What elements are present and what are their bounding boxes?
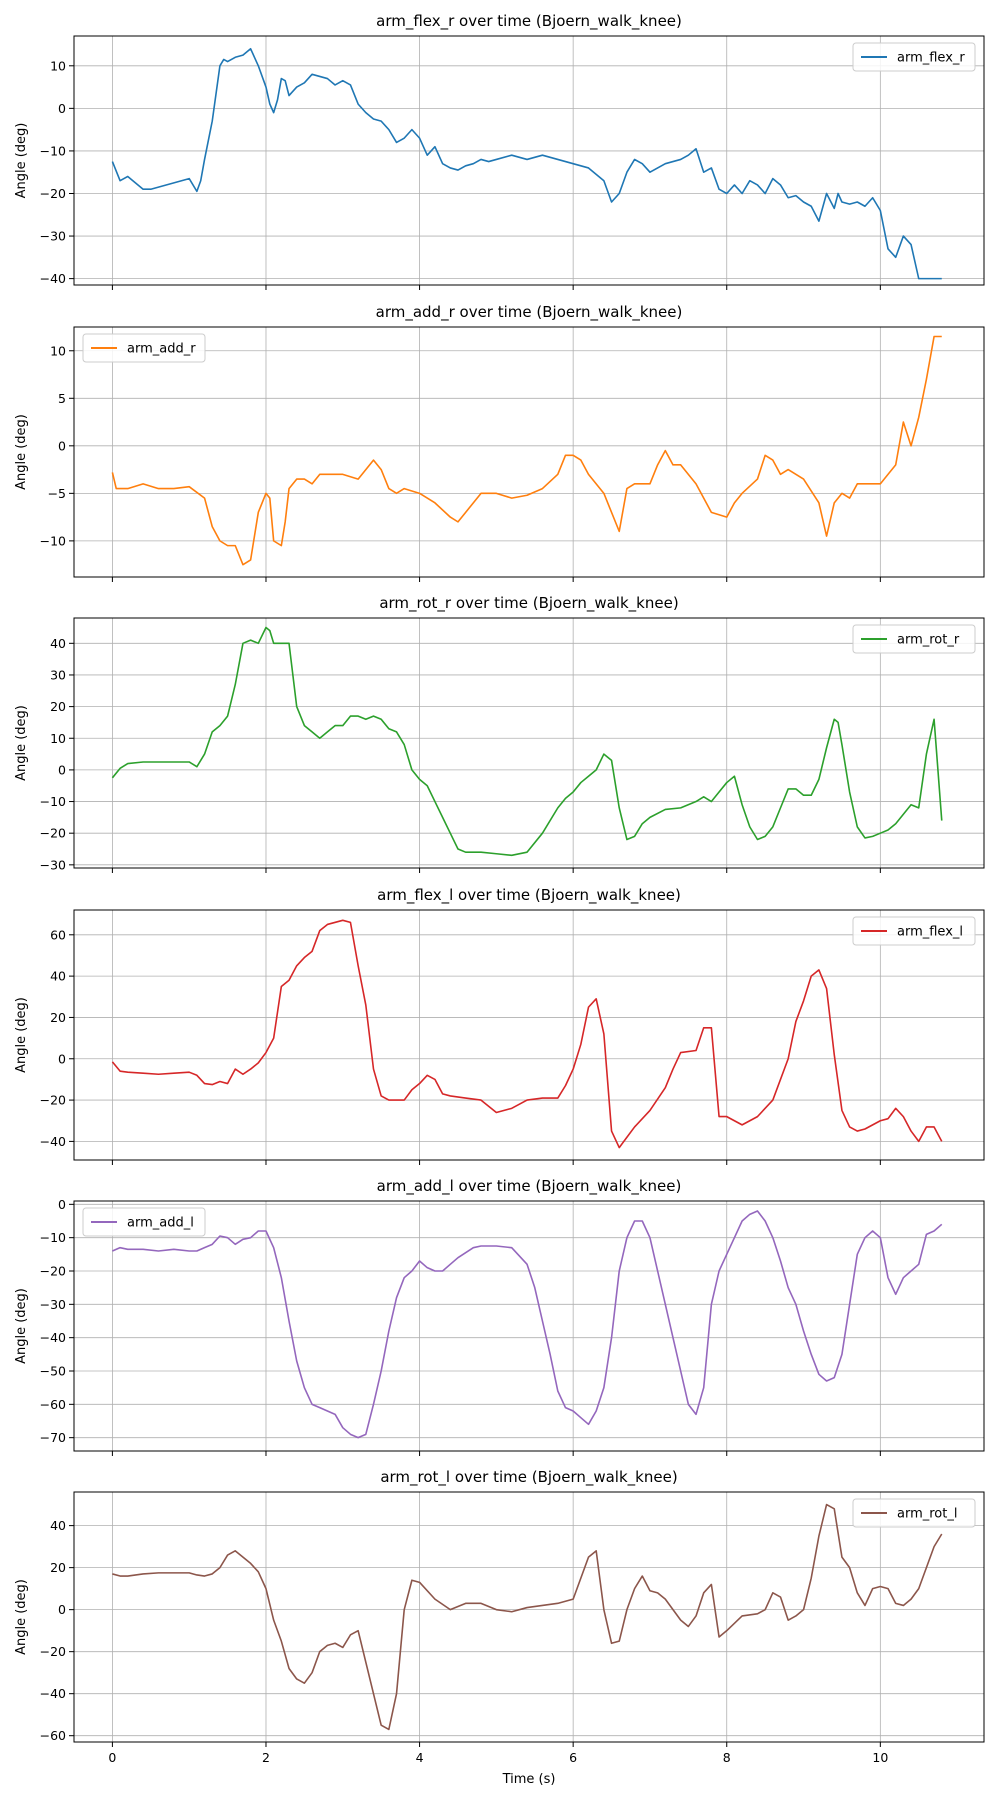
legend-box xyxy=(852,42,976,72)
y-axis-label: Angle (deg) xyxy=(14,705,29,781)
y-tick-label: −10 xyxy=(40,143,66,158)
legend: arm_rot_l xyxy=(852,1498,976,1528)
y-tick-label: 20 xyxy=(50,1560,66,1575)
y-tick-label: 60 xyxy=(50,927,66,942)
y-tick-label: −10 xyxy=(40,1230,66,1245)
series-line-arm_add_l xyxy=(112,1210,943,1439)
legend-box xyxy=(852,624,976,654)
y-tick-label: 20 xyxy=(50,1010,66,1025)
axes-frame xyxy=(73,1491,985,1743)
subplot-4: −40 −20 0 20 40 60 arm_flex_l over time (Bjoer… xyxy=(14,886,985,1165)
legend: arm_flex_r xyxy=(852,42,976,72)
subplot-2: −10 −5 0 5 10 arm_add_r over time (Bjoern_wal… xyxy=(14,303,985,582)
chart-title: arm_add_l over time (Bjoern_walk_knee) xyxy=(377,1177,682,1196)
axes-frame xyxy=(73,35,985,286)
y-tick-label: 0 xyxy=(58,101,66,116)
y-tick-label: 40 xyxy=(50,969,66,984)
legend-box xyxy=(82,333,206,363)
y-axis-label: Angle (deg) xyxy=(14,414,29,490)
y-tick-label: 30 xyxy=(50,667,66,682)
subplot-5: −70 −60 −50 −40 −30 −20 −10 0 arm_add_l over tim… xyxy=(14,1177,985,1456)
legend: arm_add_r xyxy=(82,333,206,363)
y-tick-label: 0 xyxy=(58,762,66,777)
y-tick-label: 10 xyxy=(50,58,66,73)
chart-title: arm_add_r over time (Bjoern_walk_knee) xyxy=(376,303,683,322)
legend: arm_flex_l xyxy=(852,916,976,946)
x-tick-label: 4 xyxy=(416,1750,424,1765)
subplot-1: −40 −30 −20 −10 0 10 arm_flex_r over time (Bjo… xyxy=(14,12,985,290)
x-tick-label: 6 xyxy=(569,1750,577,1765)
axes-frame xyxy=(73,617,985,869)
y-tick-label: 20 xyxy=(50,699,66,714)
y-tick-label: 10 xyxy=(50,343,66,358)
y-tick-label: −30 xyxy=(40,1297,66,1312)
legend-label: arm_flex_l xyxy=(897,925,963,940)
y-tick-label: −40 xyxy=(40,1134,66,1149)
legend-box xyxy=(852,916,976,946)
y-tick-label: 0 xyxy=(58,1602,66,1617)
legend-label: arm_add_l xyxy=(127,1216,194,1231)
legend-label: arm_add_r xyxy=(127,342,196,357)
y-axis-label: Angle (deg) xyxy=(14,1288,29,1364)
y-tick-label: −40 xyxy=(40,271,66,286)
y-tick-label: −20 xyxy=(40,186,66,201)
y-tick-label: −30 xyxy=(40,229,66,244)
series-line-arm_rot_l xyxy=(112,1503,943,1731)
y-tick-label: −60 xyxy=(40,1397,66,1412)
y-tick-label: −70 xyxy=(40,1430,66,1445)
y-tick-label: 0 xyxy=(58,1051,66,1066)
legend-box xyxy=(852,1498,976,1528)
y-axis-label: Angle (deg) xyxy=(14,1579,29,1655)
axes-frame xyxy=(73,909,985,1161)
x-tick-label: 2 xyxy=(262,1750,270,1765)
y-tick-label: −10 xyxy=(40,794,66,809)
y-tick-label: −20 xyxy=(40,1264,66,1279)
legend: arm_add_l xyxy=(82,1207,206,1237)
subplot-6: 0 2 4 6 8 10 −60 −40 −20 0 20 40 arm_rot_l over time… xyxy=(14,1468,985,1787)
chart-title: arm_flex_l over time (Bjoern_walk_knee) xyxy=(377,886,681,905)
y-tick-label: −60 xyxy=(40,1728,66,1743)
y-tick-label: −10 xyxy=(40,533,66,548)
legend-label: arm_rot_l xyxy=(897,1507,957,1522)
subplot-3: −30 −20 −10 0 10 20 30 40 arm_rot_r over time (B… xyxy=(14,594,985,873)
y-tick-label: 10 xyxy=(50,731,66,746)
legend-label: arm_flex_r xyxy=(897,51,965,66)
x-axis-label: Time (s) xyxy=(502,1772,556,1787)
series-line-arm_add_r xyxy=(111,335,942,566)
legend-box xyxy=(82,1207,206,1237)
legend-label: arm_rot_r xyxy=(897,633,960,648)
axes-frame xyxy=(73,326,985,578)
series-line-arm_rot_r xyxy=(111,626,943,857)
y-axis-label: Angle (deg) xyxy=(14,123,29,199)
chart-title: arm_rot_r over time (Bjoern_walk_knee) xyxy=(379,594,678,613)
y-tick-label: −50 xyxy=(40,1364,66,1379)
y-tick-label: 0 xyxy=(58,1197,66,1212)
y-tick-label: 40 xyxy=(50,1518,66,1533)
y-tick-label: −20 xyxy=(40,826,66,841)
y-tick-label: −20 xyxy=(40,1093,66,1108)
y-tick-label: 0 xyxy=(58,438,66,453)
series-line-arm_flex_l xyxy=(111,919,943,1149)
y-axis-label: Angle (deg) xyxy=(14,997,29,1073)
x-tick-label: 0 xyxy=(108,1750,116,1765)
chart-title: arm_flex_r over time (Bjoern_walk_knee) xyxy=(376,12,682,31)
y-tick-label: −5 xyxy=(48,486,66,501)
chart-title: arm_rot_l over time (Bjoern_walk_knee) xyxy=(380,1468,677,1487)
y-tick-label: 40 xyxy=(50,636,66,651)
y-tick-label: −30 xyxy=(40,857,66,872)
x-tick-label: 8 xyxy=(723,1750,731,1765)
y-tick-label: 5 xyxy=(58,391,66,406)
legend: arm_rot_r xyxy=(852,624,976,654)
y-tick-label: −20 xyxy=(40,1644,66,1659)
axes-frame xyxy=(73,1200,985,1452)
series-line-arm_flex_r xyxy=(111,47,942,280)
y-tick-label: −40 xyxy=(40,1686,66,1701)
y-tick-label: −40 xyxy=(40,1330,66,1345)
x-tick-label: 10 xyxy=(872,1750,888,1765)
